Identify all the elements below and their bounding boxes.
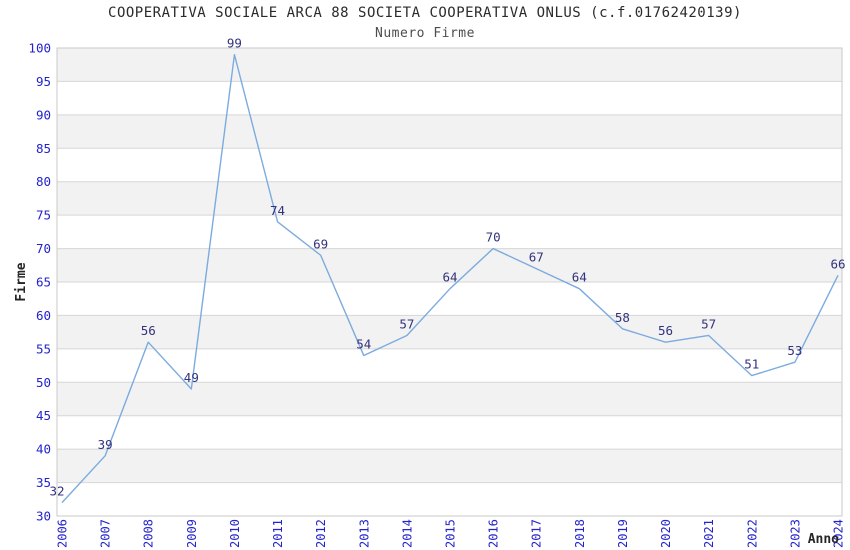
point-label: 67 xyxy=(529,250,544,265)
y-tick-label: 60 xyxy=(36,308,51,323)
y-tick-label: 80 xyxy=(36,174,51,189)
point-label: 66 xyxy=(830,256,845,271)
x-tick-label: 2023 xyxy=(788,519,802,548)
point-label: 99 xyxy=(227,36,242,51)
x-tick-label: 2024 xyxy=(832,519,846,548)
plot-band xyxy=(57,181,842,216)
chart-title: COOPERATIVA SOCIALE ARCA 88 SOCIETA COOP… xyxy=(108,5,742,21)
plot-border xyxy=(56,47,843,517)
x-tick-label: 2006 xyxy=(56,519,70,548)
y-tick-label: 65 xyxy=(36,275,51,290)
y-tick-label: 100 xyxy=(28,41,51,56)
y-tick-label: 90 xyxy=(36,107,51,122)
point-label: 32 xyxy=(49,484,64,499)
x-tick-label: 2018 xyxy=(573,519,587,548)
point-label: 53 xyxy=(787,343,802,358)
x-tick-label: 2012 xyxy=(314,519,328,548)
plot-band xyxy=(57,48,842,82)
series-line xyxy=(61,53,839,504)
x-tick-label: 2009 xyxy=(185,519,199,548)
x-tick-label: 2013 xyxy=(357,519,371,548)
point-label: 57 xyxy=(701,316,716,331)
point-label: 39 xyxy=(98,437,113,452)
y-tick-label: 75 xyxy=(36,208,51,223)
point-label: 56 xyxy=(141,323,156,338)
x-tick-label: 2011 xyxy=(271,519,285,548)
x-tick-label: 2021 xyxy=(702,519,716,548)
x-axis-label: Anno xyxy=(808,532,839,547)
point-label: 64 xyxy=(572,270,587,285)
point-label: 74 xyxy=(270,203,285,218)
y-tick-label: 35 xyxy=(36,475,51,490)
y-tick-label: 50 xyxy=(36,375,51,390)
plot-band xyxy=(57,449,842,483)
plot-band xyxy=(57,248,842,282)
y-tick-label: 55 xyxy=(36,341,51,356)
point-label: 70 xyxy=(486,230,501,245)
x-tick-label: 2010 xyxy=(228,519,242,548)
chart-subtitle: Numero Firme xyxy=(375,26,475,41)
x-tick-label: 2019 xyxy=(616,519,630,548)
x-tick-label: 2016 xyxy=(487,519,501,548)
x-tick-label: 2015 xyxy=(444,519,458,548)
plot-band xyxy=(57,114,842,149)
point-label: 54 xyxy=(356,337,371,352)
point-label: 51 xyxy=(744,357,759,372)
x-tick-label: 2020 xyxy=(659,519,673,548)
x-tick-label: 2007 xyxy=(99,519,113,548)
y-axis-label: Firme xyxy=(14,262,29,301)
y-tick-label: 40 xyxy=(36,442,51,457)
plot-band xyxy=(57,382,842,416)
y-tick-label: 85 xyxy=(36,141,51,156)
point-label: 49 xyxy=(184,370,199,385)
x-tick-label: 2017 xyxy=(530,519,544,548)
y-tick-label: 30 xyxy=(36,509,51,524)
plot-band xyxy=(57,315,842,349)
point-label: 58 xyxy=(615,310,630,325)
point-label: 64 xyxy=(442,270,457,285)
x-tick-label: 2008 xyxy=(142,519,156,548)
x-tick-label: 2014 xyxy=(400,519,414,548)
y-tick-label: 95 xyxy=(36,74,51,89)
x-tick-label: 2022 xyxy=(745,519,759,548)
point-label: 56 xyxy=(658,323,673,338)
point-label: 57 xyxy=(399,316,414,331)
y-tick-label: 70 xyxy=(36,241,51,256)
y-tick-label: 45 xyxy=(36,408,51,423)
point-label: 69 xyxy=(313,236,328,251)
